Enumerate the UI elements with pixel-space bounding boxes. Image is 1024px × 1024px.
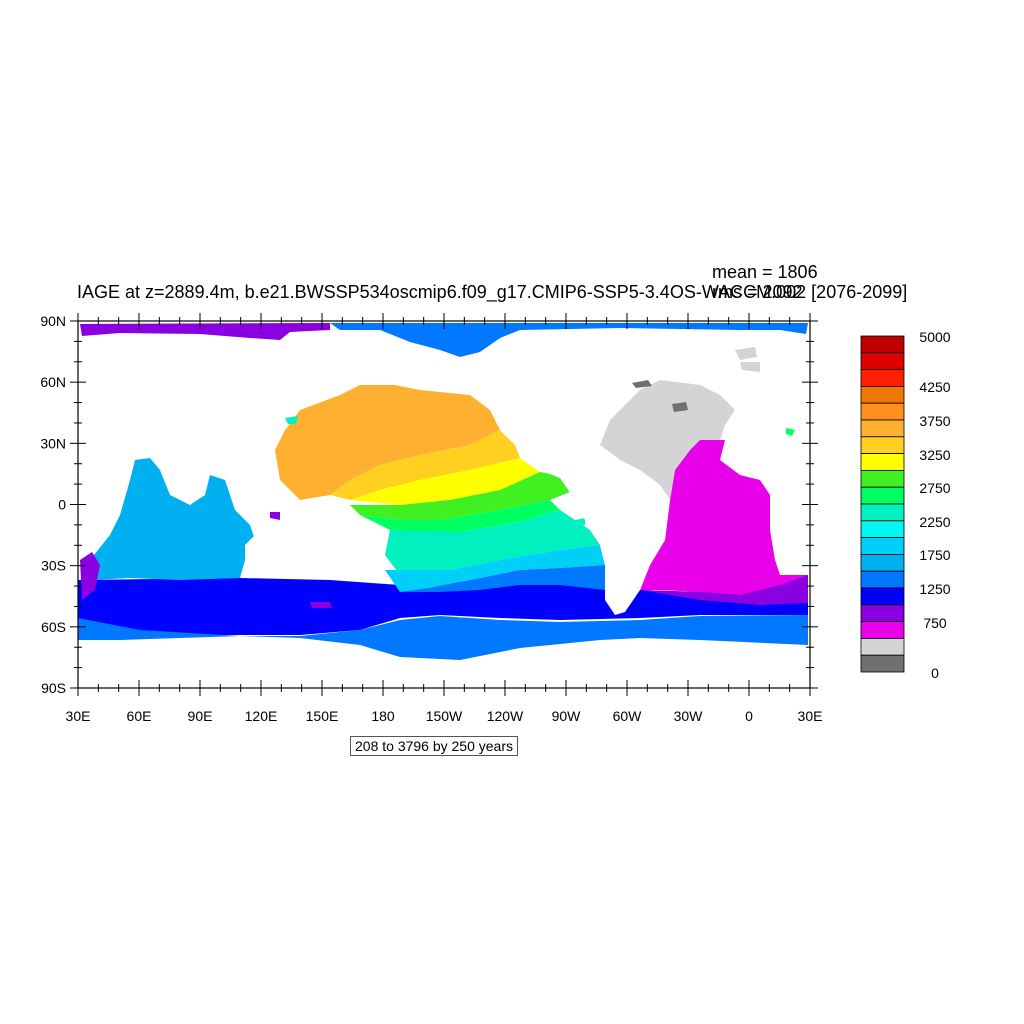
deep-gray-patch <box>632 380 688 412</box>
colorbar-swatch <box>860 486 905 505</box>
antarctica-land <box>78 638 808 688</box>
colorbar-swatch <box>860 587 905 606</box>
colorbar: 5000 4250 3750 3250 2750 2250 1750 1250 750 0 <box>860 329 951 681</box>
mean-label: mean = 1806 <box>712 262 818 282</box>
pacific-eq-region <box>350 458 540 505</box>
rms-label: rms = 2092 <box>712 282 803 302</box>
pacific-green-region <box>350 472 575 520</box>
lat-tick-label: 60S <box>41 619 66 635</box>
lon-tick-label: 30W <box>674 708 704 724</box>
lat-tick-label: 30N <box>40 435 66 451</box>
colorbar-label: 3750 <box>919 413 950 429</box>
colorbar-swatch <box>860 554 905 572</box>
lon-tick-label: 150E <box>306 708 339 724</box>
australia-land <box>245 520 360 580</box>
plot-title: IAGE at z=2889.4m, b.e21.BWSSP534oscmip6… <box>77 282 908 302</box>
lon-tick-label: 90W <box>552 708 582 724</box>
colorbar-label: 750 <box>923 615 947 631</box>
colorbar-label: 5000 <box>919 329 950 345</box>
colorbar-swatch <box>860 520 905 538</box>
contour-info-box: 208 to 3796 by 250 years <box>350 736 519 756</box>
southern-blue-region <box>78 615 808 660</box>
pacific-teal-region <box>385 510 600 575</box>
lon-tick-label: 150W <box>426 708 463 724</box>
americas-land <box>500 420 670 615</box>
lat-tick-label: 0 <box>58 497 66 513</box>
lon-tick-label: 60W <box>613 708 643 724</box>
ocean-field <box>78 323 808 688</box>
pacific-south-blue-region <box>400 565 605 592</box>
colorbar-swatch <box>860 453 905 471</box>
lon-tick-label: 90E <box>188 708 213 724</box>
north-atlantic-gray-region <box>600 380 735 500</box>
colorbar-label: 0 <box>931 665 939 681</box>
colorbar-swatch <box>860 419 905 438</box>
western-purple-patch <box>80 552 100 600</box>
colorbar-swatch <box>860 621 905 639</box>
pacific-cyan-region <box>385 545 605 592</box>
arctic-blue-region <box>330 323 808 357</box>
colorbar-swatch <box>860 369 905 387</box>
lon-tick-label: 30E <box>66 708 91 724</box>
pacific-mint-region <box>360 500 560 535</box>
lon-tick-label: 30E <box>798 708 823 724</box>
colorbar-swatch <box>860 537 905 555</box>
colorbar-swatch <box>860 402 905 421</box>
colorbar-label: 1250 <box>919 581 950 597</box>
colorbar-swatch <box>860 654 905 673</box>
colorbar-swatch <box>860 469 905 488</box>
colorbar-label: 4250 <box>919 379 950 395</box>
colorbar-label: 3250 <box>919 447 950 463</box>
colorbar-swatch <box>860 436 905 454</box>
lon-tick-label: 120W <box>487 708 524 724</box>
lat-tick-label: 30S <box>41 558 66 574</box>
arctic-purple-region <box>80 323 330 340</box>
colorbar-swatch <box>860 503 905 522</box>
lat-tick-label: 90S <box>41 680 66 696</box>
colorbar-swatch <box>860 335 905 354</box>
indian-ocean-region <box>90 458 255 580</box>
small-green-feature <box>786 428 795 436</box>
lon-tick-label: 120E <box>245 708 278 724</box>
arctic-gray-fragment <box>735 347 760 372</box>
lon-tick-label: 0 <box>745 708 753 724</box>
atlantic-region <box>640 440 808 600</box>
lat-tick-label: 90N <box>40 313 66 329</box>
colorbar-swatch <box>860 352 905 370</box>
lat-tick-label: 60N <box>40 374 66 390</box>
colorbar-label: 2250 <box>919 514 950 530</box>
colorbar-label: 1750 <box>919 547 950 563</box>
lon-tick-label: 180 <box>371 708 395 724</box>
colorbar-swatch <box>860 385 905 404</box>
colorbar-label: 2750 <box>919 480 950 496</box>
colorbar-swatch <box>860 604 905 622</box>
colorbar-swatch <box>860 570 905 589</box>
pacific-north-region <box>275 385 500 500</box>
lon-tick-label: 60E <box>127 708 152 724</box>
colorbar-swatch <box>860 638 905 656</box>
pacific-mid-region <box>330 430 520 500</box>
atlantic-south-purple <box>640 575 808 605</box>
